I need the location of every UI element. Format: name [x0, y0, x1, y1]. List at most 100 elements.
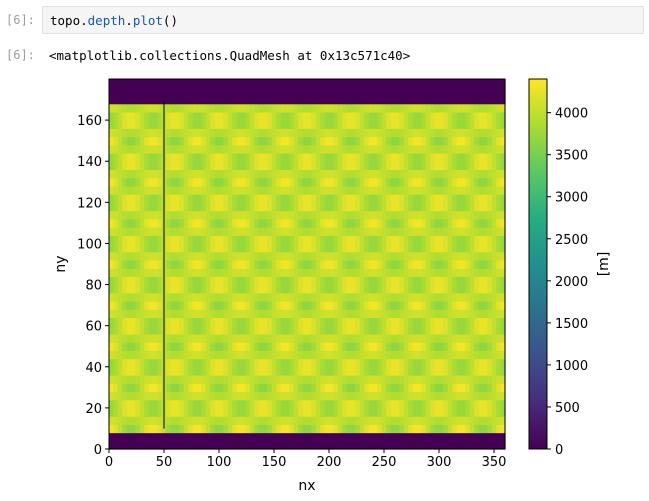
heatmap-cell — [381, 235, 387, 245]
heatmap-cell — [443, 87, 449, 97]
heatmap-cell — [443, 227, 449, 236]
heatmap-cell — [298, 103, 304, 113]
heatmap-cell — [456, 259, 462, 269]
heatmap-cell — [223, 325, 229, 335]
heatmap-cell — [197, 251, 202, 261]
heatmap-cell — [373, 333, 378, 343]
heatmap-cell — [386, 144, 392, 154]
heatmap-cell — [205, 103, 211, 113]
heatmap-cell — [153, 292, 158, 302]
heatmap-cell — [447, 366, 453, 376]
heatmap-cell — [487, 424, 493, 434]
heatmap-cell — [421, 210, 427, 220]
heatmap-cell — [302, 292, 308, 302]
heatmap-cell — [491, 375, 497, 384]
heatmap-cell — [263, 136, 268, 146]
heatmap-cell — [258, 399, 264, 409]
heatmap-cell — [232, 144, 238, 154]
heatmap-cell — [258, 391, 264, 401]
heatmap-cell — [232, 424, 238, 434]
heatmap-cell — [469, 79, 475, 88]
heatmap-cell — [487, 391, 493, 401]
heatmap-cell — [144, 399, 150, 409]
heatmap-cell — [271, 153, 277, 162]
heatmap-cell — [342, 407, 348, 417]
heatmap-cell — [214, 235, 220, 245]
heatmap-cell — [307, 350, 312, 360]
heatmap-cell — [461, 185, 466, 195]
code-dot: . — [80, 13, 88, 28]
heatmap-cell — [214, 169, 220, 179]
heatmap-cell — [421, 268, 427, 277]
heatmap-cell — [117, 120, 123, 129]
heatmap-cell — [373, 177, 378, 187]
heatmap-cell — [139, 424, 145, 434]
heatmap-cell — [496, 391, 502, 401]
heatmap-cell — [430, 366, 436, 376]
heatmap-cell — [315, 243, 321, 253]
heatmap-cell — [320, 177, 326, 187]
heatmap-cell — [267, 325, 273, 335]
heatmap-cell — [201, 276, 207, 286]
heatmap-cell — [368, 177, 374, 187]
heatmap-cell — [368, 161, 374, 171]
heatmap-cell — [241, 259, 246, 269]
heatmap-cell — [293, 325, 299, 335]
heatmap-cell — [337, 218, 343, 228]
heatmap-cell — [430, 276, 436, 286]
heatmap-cell — [302, 210, 308, 220]
heatmap-cell — [359, 375, 365, 384]
heatmap-cell — [236, 210, 242, 220]
heatmap-cell — [241, 391, 246, 401]
heatmap-cell — [456, 317, 462, 327]
heatmap-cell — [293, 103, 299, 113]
heatmap-cell — [403, 366, 409, 376]
heatmap-cell — [271, 375, 277, 384]
heatmap-cell — [320, 375, 326, 384]
heatmap-cell — [395, 375, 400, 384]
heatmap-cell — [131, 227, 136, 236]
heatmap-cell — [192, 235, 198, 245]
heatmap-cell — [381, 366, 387, 376]
heatmap-cell — [201, 218, 207, 228]
heatmap-cell — [188, 301, 194, 310]
heatmap-cell — [197, 375, 202, 384]
heatmap-cell — [170, 144, 176, 154]
heatmap-cell — [439, 144, 444, 154]
heatmap-cell — [223, 317, 229, 327]
heatmap-cell — [324, 399, 330, 409]
heatmap-cell — [271, 218, 277, 228]
heatmap-cell — [439, 309, 444, 319]
heatmap-cell — [192, 259, 198, 269]
heatmap-cell — [175, 259, 180, 269]
heatmap-cell — [452, 416, 458, 425]
heatmap-cell — [465, 218, 471, 228]
heatmap-cell — [421, 111, 427, 121]
heatmap-cell — [245, 268, 251, 277]
heatmap-cell — [249, 111, 255, 121]
heatmap-cell — [227, 399, 233, 409]
heatmap-cell — [399, 309, 405, 319]
heatmap-cell — [500, 268, 506, 277]
heatmap-cell — [465, 95, 471, 105]
heatmap-cell — [298, 358, 304, 368]
heatmap-cell — [113, 144, 119, 154]
heatmap-cell — [496, 235, 502, 245]
heatmap-cell — [135, 251, 141, 261]
heatmap-cell — [276, 399, 282, 409]
heatmap-cell — [280, 358, 286, 368]
heatmap-cell — [258, 185, 264, 195]
heatmap-cell — [434, 399, 440, 409]
code-cell[interactable]: topo.depth.plot() — [42, 6, 644, 34]
heatmap-cell — [179, 251, 185, 261]
heatmap-cell — [474, 276, 480, 286]
heatmap-cell — [447, 416, 453, 425]
heatmap-cell — [109, 251, 114, 261]
heatmap-cell — [122, 440, 128, 450]
heatmap-cell — [469, 432, 475, 442]
heatmap-cell — [315, 169, 321, 179]
heatmap-cell — [351, 111, 356, 121]
heatmap-cell — [254, 317, 260, 327]
heatmap-cell — [465, 268, 471, 277]
heatmap-cell — [315, 350, 321, 360]
